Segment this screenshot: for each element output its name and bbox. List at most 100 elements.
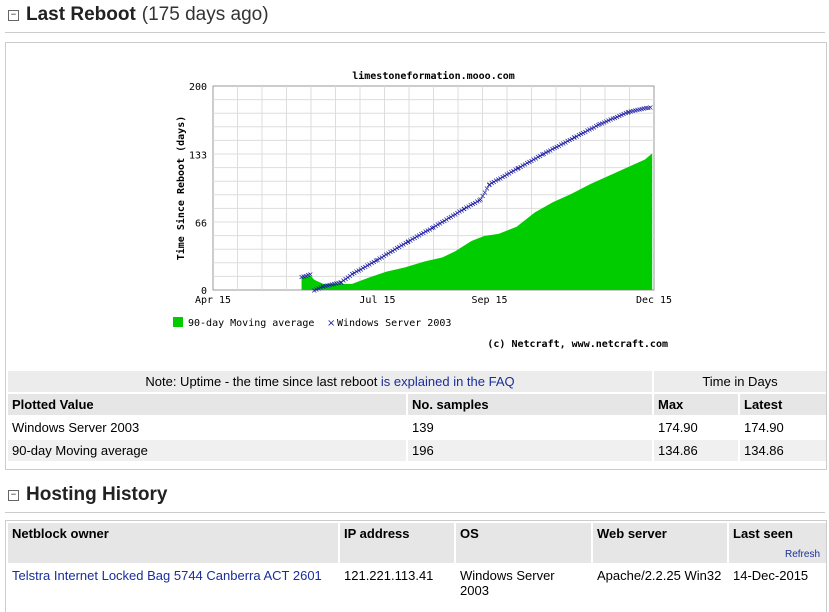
series-marker: × xyxy=(547,146,554,155)
uptime-chart: ××××××××××××××××××××××××××××××××××××××××… xyxy=(173,70,672,350)
series-marker: × xyxy=(638,105,645,114)
series-marker: × xyxy=(628,107,635,116)
series-marker: × xyxy=(402,239,409,248)
cell-latest: 174.90 xyxy=(740,417,826,438)
series-marker: × xyxy=(517,162,524,171)
series-marker: × xyxy=(383,250,390,259)
series-marker: × xyxy=(614,112,621,121)
series-marker: × xyxy=(362,262,369,271)
series-marker: × xyxy=(596,120,603,129)
series-marker: × xyxy=(307,270,314,279)
series-marker: × xyxy=(584,126,591,135)
netblock-owner-link[interactable]: Telstra Internet Locked Bag 5744 Canberr… xyxy=(12,568,322,583)
series-marker: × xyxy=(381,252,388,261)
series-marker: × xyxy=(391,245,398,254)
series-marker: × xyxy=(441,216,448,225)
series-marker: × xyxy=(445,214,452,223)
series-marker: × xyxy=(524,159,531,168)
collapse-toggle-icon[interactable]: − xyxy=(8,9,19,21)
series-marker: × xyxy=(324,281,331,290)
cell-max: 134.86 xyxy=(654,440,738,461)
series-marker: × xyxy=(371,257,378,266)
series-marker: × xyxy=(632,106,639,115)
series-marker: × xyxy=(432,221,439,230)
series-marker: × xyxy=(405,237,412,246)
series-marker: × xyxy=(427,225,434,234)
series-marker: × xyxy=(311,286,318,295)
y-tick-label: 66 xyxy=(195,219,207,230)
series-marker: × xyxy=(618,111,625,120)
series-marker: × xyxy=(342,275,349,284)
section-title: Hosting History xyxy=(26,484,168,505)
col-latest: Latest xyxy=(740,394,826,415)
section-divider xyxy=(5,512,825,513)
series-marker: × xyxy=(331,279,338,288)
series-marker: × xyxy=(515,164,522,173)
series-marker: × xyxy=(508,168,515,177)
series-marker: × xyxy=(479,192,486,201)
table-row: Telstra Internet Locked Bag 5744 Canberr… xyxy=(8,565,826,601)
x-tick-label: Dec 15 xyxy=(636,295,672,306)
series-marker: × xyxy=(474,197,481,206)
series-marker: × xyxy=(456,207,463,216)
series-marker: × xyxy=(429,224,436,233)
series-marker: × xyxy=(373,256,380,265)
cell-max: 174.90 xyxy=(654,417,738,438)
uptime-note: Note: Uptime - the time since last reboo… xyxy=(8,371,652,392)
series-marker: × xyxy=(599,119,606,128)
series-marker: × xyxy=(645,103,652,112)
series-marker: × xyxy=(389,246,396,255)
series-marker: × xyxy=(486,180,493,189)
series-marker: × xyxy=(607,115,614,124)
series-marker: × xyxy=(564,137,571,146)
collapse-toggle-icon[interactable]: − xyxy=(8,489,19,501)
series-marker: × xyxy=(504,170,511,179)
series-marker: × xyxy=(549,145,556,154)
series-marker: × xyxy=(609,114,616,123)
series-marker: × xyxy=(528,156,535,165)
series-marker: × xyxy=(551,144,558,153)
series-marker: × xyxy=(300,272,307,281)
legend-entry: 90-day Moving average xyxy=(188,318,314,329)
table-row: 90-day Moving average 196 134.86 134.86 xyxy=(8,440,826,461)
series-marker: × xyxy=(641,104,648,113)
series-marker: × xyxy=(461,205,468,214)
series-marker: × xyxy=(560,139,567,148)
series-marker: × xyxy=(303,271,310,280)
legend-swatch xyxy=(173,317,183,327)
series-marker: × xyxy=(439,218,446,227)
series-marker: × xyxy=(643,104,650,113)
series-marker: × xyxy=(486,181,493,190)
series-moving-average-area xyxy=(301,153,653,290)
cell-web-server: Apache/2.2.25 Win32 xyxy=(593,565,727,601)
series-marker: × xyxy=(526,157,533,166)
cell-samples: 196 xyxy=(408,440,652,461)
series-marker: × xyxy=(512,165,519,174)
section-title: Last Reboot xyxy=(26,4,136,25)
series-marker: × xyxy=(353,267,360,276)
faq-link[interactable]: is explained in the FAQ xyxy=(380,374,515,389)
series-marker: × xyxy=(580,128,587,137)
series-marker: × xyxy=(553,142,560,151)
refresh-link[interactable]: Refresh xyxy=(784,549,820,560)
series-marker: × xyxy=(414,232,421,241)
series-marker: × xyxy=(420,228,427,237)
series-marker: × xyxy=(467,201,474,210)
y-tick-label: 0 xyxy=(201,286,207,297)
series-marker: × xyxy=(484,184,491,193)
series-marker: × xyxy=(418,230,425,239)
series-marker: × xyxy=(510,166,517,175)
series-marker: × xyxy=(578,130,585,139)
cell-last-seen: 14-Dec-2015 xyxy=(729,565,826,601)
series-marker: × xyxy=(532,154,539,163)
series-marker: × xyxy=(407,236,414,245)
series-marker: × xyxy=(447,212,454,221)
series-marker: × xyxy=(430,223,437,232)
cell-ip-address: 121.221.113.41 xyxy=(340,565,454,601)
series-marker: × xyxy=(344,273,351,282)
cell-plotted-value: 90-day Moving average xyxy=(8,440,406,461)
col-no-samples: No. samples xyxy=(408,394,652,415)
series-marker: × xyxy=(488,179,495,188)
x-tick-label: Jul 15 xyxy=(359,295,395,306)
col-max: Max xyxy=(654,394,738,415)
